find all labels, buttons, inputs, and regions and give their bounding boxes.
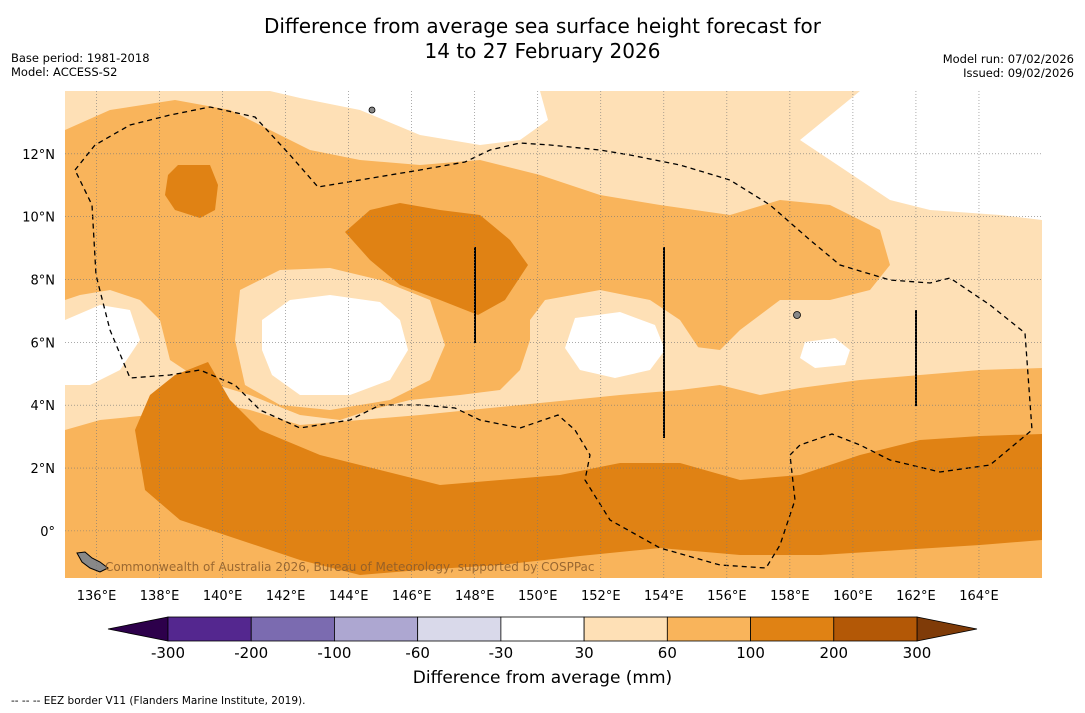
eez-footnote: -- -- -- EEZ border V11 (Flanders Marine…: [11, 695, 306, 707]
island-north: [368, 106, 376, 114]
colorbar-segment: [334, 616, 419, 642]
lat-tick-label: 6°N: [31, 336, 56, 351]
lon-tick-label: 152°E: [581, 589, 621, 604]
anomaly-neutral-hole-east: [800, 338, 850, 368]
anomaly-100-200-region-south: [135, 362, 1042, 575]
anomaly-neutral-hole-west-inner: [262, 295, 408, 395]
anomaly-neutral-region-north: [270, 91, 548, 145]
colorbar-tick-label: -30: [489, 644, 514, 662]
colorbar-segment: [750, 616, 835, 642]
lon-tick-label: 158°E: [770, 589, 810, 604]
anomaly-100-200-region-north: [345, 203, 528, 315]
anomaly-neutral-region-west: [65, 305, 140, 385]
lon-tick-label: 144°E: [329, 589, 369, 604]
anomaly-neutral-region-northeast: [800, 91, 1042, 220]
anomaly-100-200-patch: [165, 165, 218, 218]
lon-tick-label: 162°E: [896, 589, 936, 604]
chart-title: Difference from average sea surface heig…: [0, 14, 1085, 64]
lon-tick-label: 146°E: [392, 589, 432, 604]
lon-tick-label: 160°E: [833, 589, 873, 604]
colorbar-segment: [500, 616, 585, 642]
colorbar-tick-label: 200: [819, 644, 848, 662]
colorbar-tick-label: -60: [405, 644, 430, 662]
map-panel: Commonwealth of Australia 2026, Bureau o…: [65, 91, 1042, 578]
model-run: Model run: 07/02/2026: [942, 52, 1074, 66]
title-line-2: 14 to 27 February 2026: [424, 39, 661, 63]
lon-tick-label: 142°E: [266, 589, 306, 604]
lon-tick-label: 150°E: [518, 589, 558, 604]
lat-tick-label: 0°: [40, 525, 55, 540]
colorbar: -300 -200 -100 -60 -30 30 60 100 200 300: [107, 616, 978, 662]
lon-tick-label: 148°E: [455, 589, 495, 604]
copyright-text: Commonwealth of Australia 2026, Bureau o…: [105, 560, 595, 574]
colorbar-extend-high: [916, 616, 978, 642]
lon-tick-label: 136°E: [77, 589, 117, 604]
colorbar-extend-low: [107, 616, 169, 642]
colorbar-tick-label: -100: [317, 644, 351, 662]
colorbar-tick-label: 100: [736, 644, 765, 662]
colorbar-segment: [250, 616, 335, 642]
colorbar-tick-label: -200: [234, 644, 268, 662]
meta-right: Model run: 07/02/2026 Issued: 09/02/2026: [943, 52, 1074, 80]
lon-tick-label: 164°E: [959, 589, 999, 604]
colorbar-tick-label: -300: [151, 644, 185, 662]
lon-tick-label: 156°E: [707, 589, 747, 604]
issued-date: Issued: 09/02/2026: [963, 66, 1074, 80]
title-line-1: Difference from average sea surface heig…: [263, 14, 822, 38]
anomaly-neutral-hole-central-inner: [565, 312, 665, 378]
lon-tick-label: 154°E: [644, 589, 684, 604]
colorbar-segment: [833, 616, 918, 642]
colorbar-segment: [417, 616, 502, 642]
lon-tick-label: 138°E: [140, 589, 180, 604]
model-name: Model: ACCESS-S2: [11, 65, 118, 79]
lat-tick-label: 2°N: [31, 462, 56, 477]
lat-tick-label: 12°N: [22, 148, 55, 163]
colorbar-title: Difference from average (mm): [412, 668, 673, 688]
island-east: [793, 311, 801, 319]
colorbar-segment: [666, 616, 751, 642]
colorbar-segment: [583, 616, 668, 642]
colorbar-tick-label: 30: [575, 644, 594, 662]
lat-tick-label: 4°N: [31, 399, 56, 414]
meta-left: Base period: 1981-2018 Model: ACCESS-S2: [11, 51, 150, 79]
lat-tick-label: 10°N: [22, 211, 55, 226]
island-papua: [76, 551, 109, 573]
colorbar-segment: [167, 616, 252, 642]
eez-border-north: [74, 106, 1033, 569]
colorbar-tick-label: 300: [903, 644, 932, 662]
map-axes: 136°E 138°E 140°E 142°E 144°E 146°E 148°E 150°E…: [22, 148, 999, 604]
lon-tick-label: 140°E: [203, 589, 243, 604]
lat-tick-label: 8°N: [31, 274, 56, 289]
colorbar-tick-label: 60: [658, 644, 677, 662]
map-gridlines: [65, 91, 1042, 578]
base-period: Base period: 1981-2018: [11, 51, 150, 65]
